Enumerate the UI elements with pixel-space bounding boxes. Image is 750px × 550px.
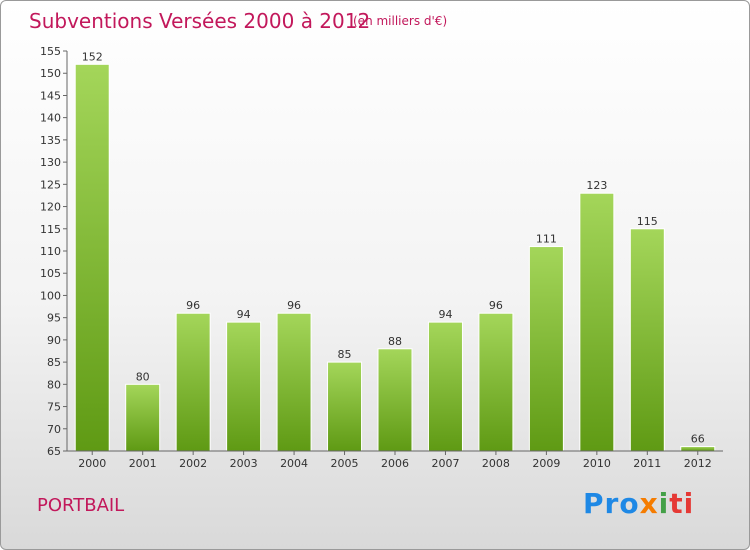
commune-name: PORTBAIL bbox=[37, 495, 125, 516]
proxiti-logo[interactable]: Proxiti bbox=[583, 487, 694, 520]
x-tick-label-2010: 2010 bbox=[583, 457, 611, 470]
x-tick-label-2011: 2011 bbox=[633, 457, 661, 470]
data-label-2005: 85 bbox=[338, 348, 352, 361]
x-tick-label-2006: 2006 bbox=[381, 457, 409, 470]
bar-2005[interactable] bbox=[327, 361, 363, 452]
data-label-2003: 94 bbox=[237, 308, 251, 321]
data-label-2007: 94 bbox=[438, 308, 452, 321]
x-tick-label-2007: 2007 bbox=[431, 457, 459, 470]
data-label-2001: 80 bbox=[136, 370, 150, 383]
x-tick-label-2000: 2000 bbox=[78, 457, 106, 470]
y-tick-label: 155 bbox=[40, 45, 61, 58]
data-label-2006: 88 bbox=[388, 335, 402, 348]
logo-part-3: i bbox=[658, 487, 670, 520]
x-tick-label-2005: 2005 bbox=[331, 457, 359, 470]
y-tick-label: 85 bbox=[47, 356, 61, 369]
logo-part-2: x bbox=[639, 487, 659, 520]
y-tick-label: 115 bbox=[40, 223, 61, 236]
y-tick-label: 120 bbox=[40, 201, 61, 214]
x-tick-label-2004: 2004 bbox=[280, 457, 308, 470]
bar-2011[interactable] bbox=[629, 228, 665, 452]
x-tick-label-2009: 2009 bbox=[532, 457, 560, 470]
bar-2012[interactable] bbox=[680, 446, 716, 452]
bar-2004[interactable] bbox=[276, 312, 312, 452]
data-label-2008: 96 bbox=[489, 299, 503, 312]
y-tick-label: 65 bbox=[47, 445, 61, 458]
data-label-2004: 96 bbox=[287, 299, 301, 312]
y-tick-label: 105 bbox=[40, 267, 61, 280]
x-tick-label-2012: 2012 bbox=[684, 457, 712, 470]
bar-2003[interactable] bbox=[226, 321, 262, 452]
bar-2002[interactable] bbox=[175, 312, 211, 452]
bar-2009[interactable] bbox=[528, 246, 564, 452]
y-tick-label: 70 bbox=[47, 423, 61, 436]
data-label-2002: 96 bbox=[186, 299, 200, 312]
data-label-2011: 115 bbox=[637, 215, 658, 228]
y-tick-label: 90 bbox=[47, 334, 61, 347]
y-tick-label: 95 bbox=[47, 312, 61, 325]
bar-2001[interactable] bbox=[125, 383, 161, 452]
chart-title: Subventions Versées 2000 à 2012 bbox=[29, 9, 371, 33]
data-label-2012: 66 bbox=[691, 433, 705, 446]
x-tick-label-2003: 2003 bbox=[230, 457, 258, 470]
bar-2010[interactable] bbox=[579, 192, 615, 452]
y-tick-label: 75 bbox=[47, 401, 61, 414]
data-label-2010: 123 bbox=[586, 179, 607, 192]
y-tick-label: 145 bbox=[40, 89, 61, 102]
y-tick-label: 130 bbox=[40, 156, 61, 169]
bar-2000[interactable] bbox=[74, 63, 110, 452]
y-tick-label: 135 bbox=[40, 134, 61, 147]
logo-part-1: Pro bbox=[583, 487, 640, 520]
logo-part-4: ti bbox=[669, 487, 695, 520]
y-tick-label: 80 bbox=[47, 378, 61, 391]
y-tick-label: 150 bbox=[40, 67, 61, 80]
y-tick-label: 110 bbox=[40, 245, 61, 258]
x-tick-label-2001: 2001 bbox=[129, 457, 157, 470]
data-label-2009: 111 bbox=[536, 233, 557, 246]
y-tick-label: 125 bbox=[40, 178, 61, 191]
x-tick-label-2002: 2002 bbox=[179, 457, 207, 470]
data-label-2000: 152 bbox=[82, 50, 103, 63]
bar-2006[interactable] bbox=[377, 348, 413, 452]
chart-subtitle: (en milliers d'€) bbox=[353, 14, 448, 28]
y-tick-label: 140 bbox=[40, 112, 61, 125]
x-tick-label-2008: 2008 bbox=[482, 457, 510, 470]
bar-2008[interactable] bbox=[478, 312, 514, 452]
bar-2007[interactable] bbox=[427, 321, 463, 452]
y-tick-label: 100 bbox=[40, 289, 61, 302]
